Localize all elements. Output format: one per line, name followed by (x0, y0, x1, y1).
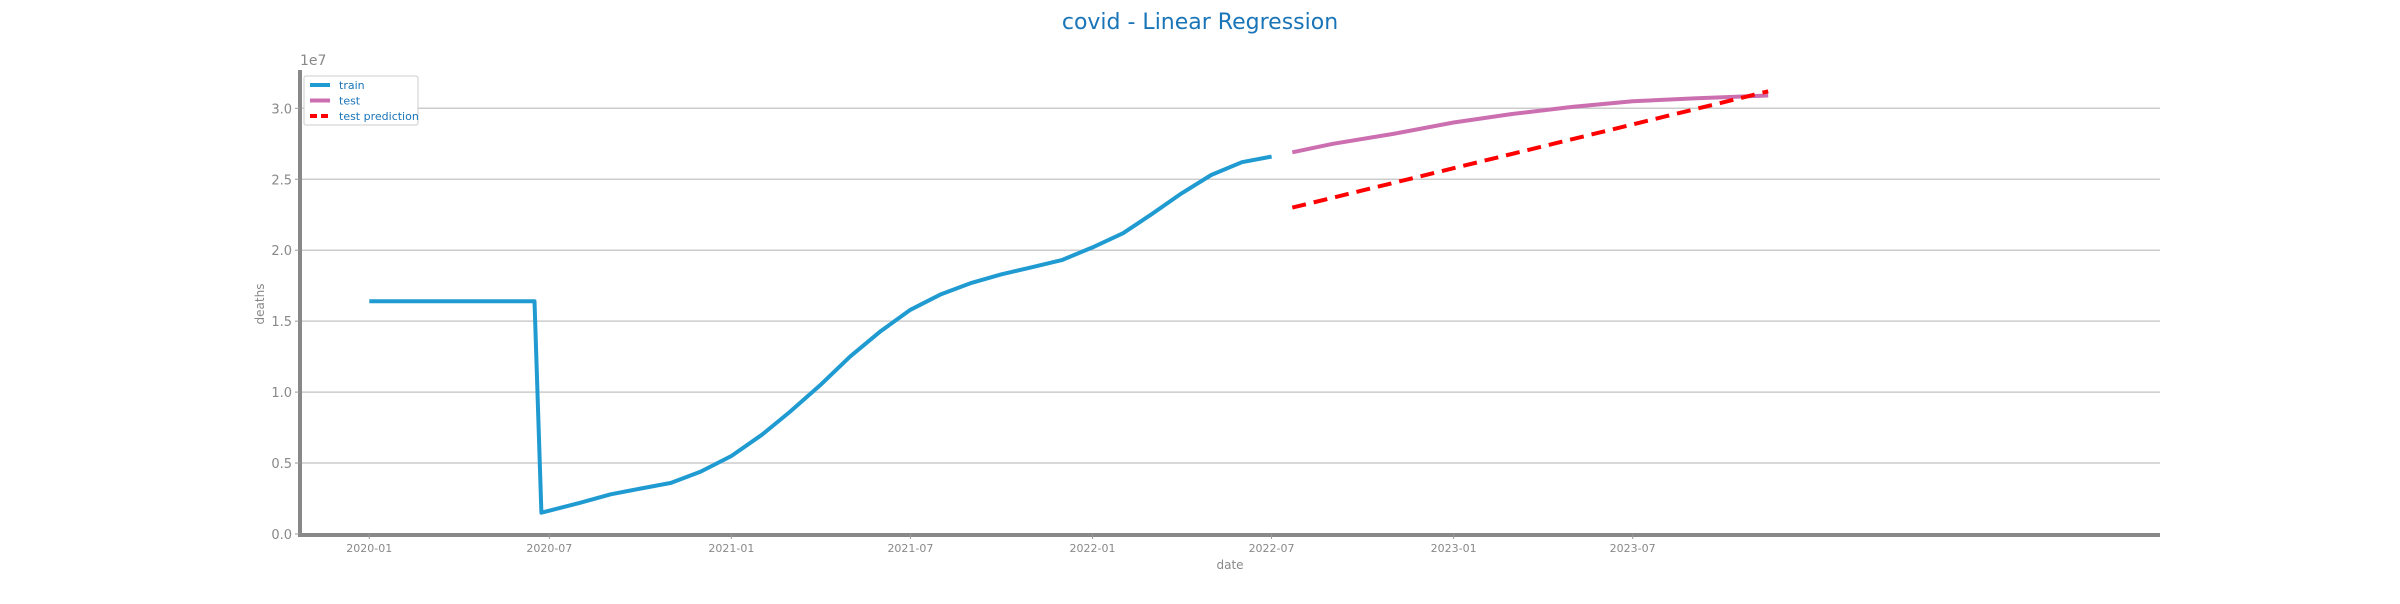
y-tick-label: 2.5 (271, 173, 292, 188)
x-tick-label: 2022-07 (1249, 542, 1295, 555)
y-tick-label: 1.5 (271, 315, 292, 330)
axes (298, 70, 2160, 537)
y-tick-label: 3.0 (271, 102, 292, 117)
y-offset-label: 1e7 (300, 53, 326, 69)
x-tick-label: 2021-01 (708, 542, 754, 555)
chart-title: covid - Linear Regression (1062, 10, 1338, 35)
legend-box (303, 75, 419, 126)
x-axis-label: date (1216, 558, 1243, 572)
legend-label: train (339, 79, 365, 92)
series-line-train (369, 154, 1272, 515)
x-tick-label: 2023-01 (1431, 542, 1477, 555)
y-tick-label: 0.0 (271, 528, 292, 543)
y-axis-label: deaths (253, 284, 267, 325)
legend-label: test (339, 95, 361, 108)
y-tick-label: 0.5 (271, 457, 292, 472)
x-tick-label: 2022-01 (1069, 542, 1115, 555)
legend: train test test prediction (303, 75, 419, 126)
x-tick-label: 2020-01 (346, 542, 392, 555)
series-line-test-prediction (1291, 89, 1769, 210)
legend-label: test prediction (339, 110, 419, 123)
series-lines (369, 89, 1769, 515)
x-tick-label: 2023-07 (1610, 542, 1656, 555)
grid-lines (300, 107, 2160, 464)
x-tick-label: 2020-07 (526, 542, 572, 555)
series-line-test (1291, 93, 1769, 155)
y-tick-label: 2.0 (271, 244, 292, 259)
x-tick-label: 2021-07 (887, 542, 933, 555)
ticks: 0.0 0.5 1.0 1.5 2.0 2.5 3.0 2020-01 2020-07 2021-… (271, 102, 1655, 555)
y-tick-label: 1.0 (271, 386, 292, 401)
